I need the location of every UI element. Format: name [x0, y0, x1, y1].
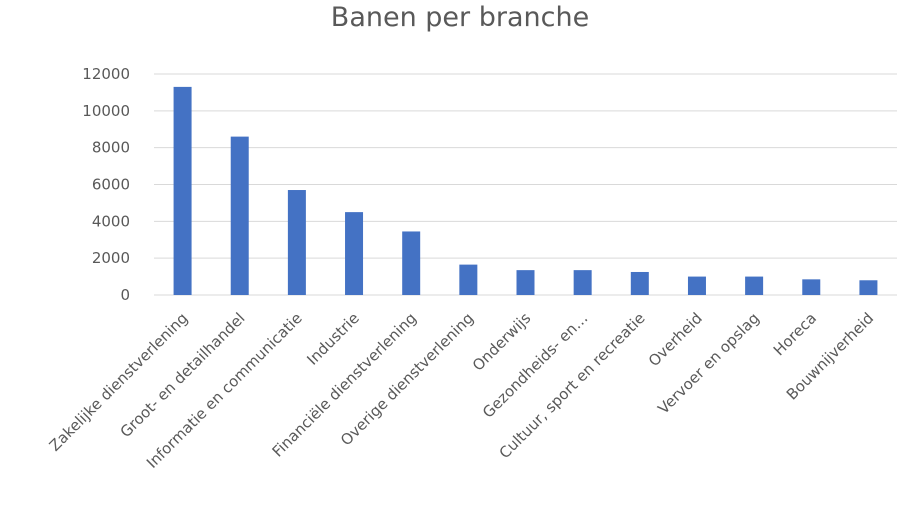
x-tick-label: Vervoer en opslag: [654, 309, 763, 418]
x-tick-label: Industrie: [303, 309, 363, 369]
bar: [345, 212, 364, 295]
x-tick-label: Overheid: [645, 309, 706, 370]
y-tick-label: 4000: [92, 212, 130, 230]
bar: [687, 276, 706, 295]
bar: [459, 264, 478, 295]
y-tick-label: 8000: [92, 139, 130, 157]
y-tick-label: 2000: [92, 249, 130, 267]
bar: [230, 136, 249, 295]
x-tick-label: Gezondheids- en…: [479, 309, 591, 421]
bar: [573, 270, 592, 295]
bar: [630, 271, 649, 295]
y-tick-label: 6000: [92, 176, 130, 194]
bar: [745, 276, 764, 295]
y-tick-label: 10000: [82, 102, 130, 120]
y-axis: 0 2000 4000 6000 8000 10000 12000: [82, 65, 130, 304]
bar: [802, 279, 821, 295]
y-tick-label: 0: [120, 286, 130, 304]
x-tick-label: Horeca: [770, 309, 820, 359]
y-tick-label: 12000: [82, 65, 130, 83]
bar: [516, 270, 535, 295]
bar: [173, 86, 192, 296]
bar: [402, 231, 421, 295]
bar: [859, 280, 878, 295]
bars: [173, 86, 878, 296]
chart-title: Banen per branche: [330, 2, 590, 33]
bar: [287, 190, 306, 295]
grid-lines: [154, 73, 897, 296]
